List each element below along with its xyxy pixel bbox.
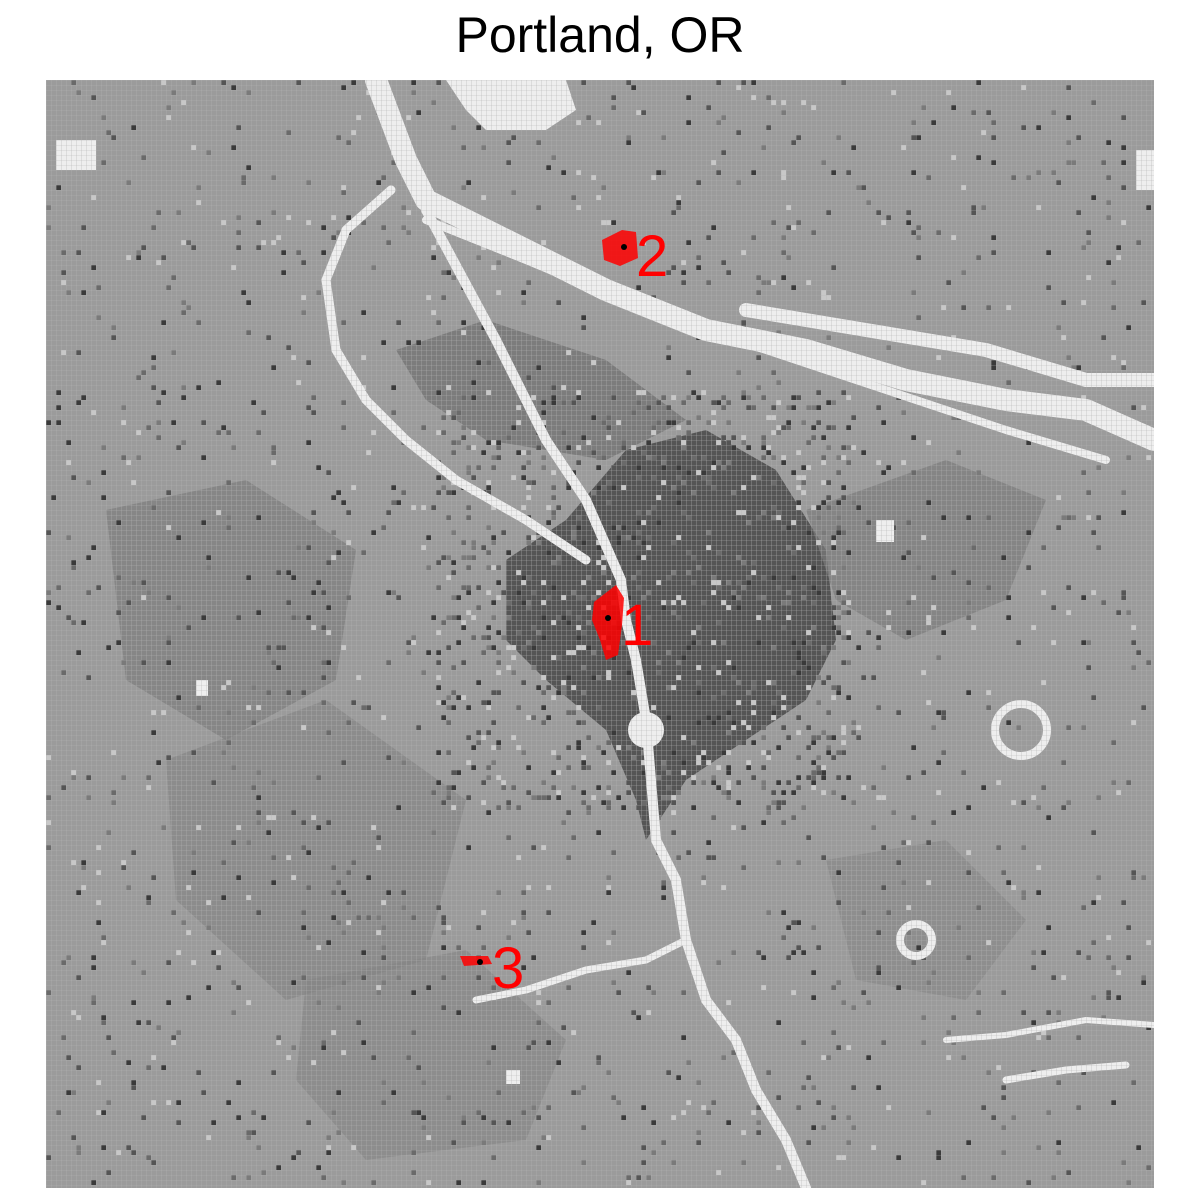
marker-1-label: 1 — [621, 593, 653, 658]
map-canvas: 1 2 3 — [46, 80, 1154, 1188]
marker-1-dot — [605, 615, 611, 621]
marker-3-patch — [460, 956, 492, 966]
map-title: Portland, OR — [455, 7, 745, 63]
marker-3-dot — [477, 959, 483, 965]
marker-2-patch — [602, 230, 638, 266]
marker-1[interactable]: 1 — [592, 585, 653, 660]
marker-2-dot — [621, 244, 627, 250]
marker-1-patch — [592, 585, 624, 660]
raster-map: 1 2 3 — [46, 80, 1154, 1188]
marker-3[interactable]: 3 — [460, 936, 524, 1001]
marker-2-label: 2 — [636, 224, 668, 289]
marker-3-label: 3 — [492, 936, 524, 1001]
marker-2[interactable]: 2 — [602, 224, 668, 289]
